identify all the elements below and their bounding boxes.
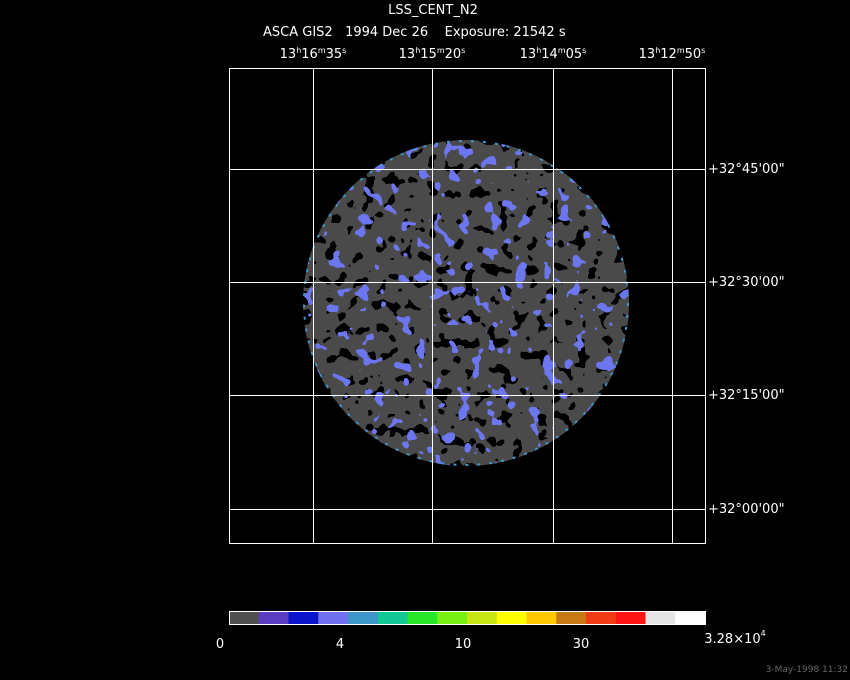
mantissa: 3.28×10 — [704, 632, 760, 647]
dec-label: +32°30'00" — [708, 275, 785, 290]
colorbar-swatch — [556, 611, 587, 625]
colorbar-swatch — [526, 611, 557, 625]
unit: h — [415, 46, 420, 55]
digits: 50 — [685, 47, 702, 62]
colorbar-swatch — [258, 611, 289, 625]
image — [303, 140, 629, 466]
colorbar-swatch — [615, 611, 646, 625]
title: LSS_CENT_N2 — [388, 3, 478, 18]
digits: 35 — [326, 47, 343, 62]
colorbar-swatch — [229, 611, 260, 625]
dec-label: +32°45'00" — [708, 162, 785, 177]
colorbar-label: 4 — [336, 637, 344, 652]
colorbar-label: 30 — [573, 637, 590, 652]
exponent: 4 — [761, 629, 766, 638]
unit: s — [461, 46, 465, 55]
unit: m — [318, 46, 326, 55]
colorbar-swatch — [288, 611, 319, 625]
unit: m — [437, 46, 445, 55]
digits: 13 — [520, 47, 537, 62]
colorbar-swatch — [586, 611, 617, 625]
unit: s — [582, 46, 586, 55]
frame — [229, 68, 706, 544]
subtitle: ASCA GIS2 1994 Dec 26 Exposure: 21542 s — [263, 25, 566, 40]
digits: 20 — [445, 47, 462, 62]
colorbar-swatch — [348, 611, 379, 625]
unit: s — [342, 46, 346, 55]
ra-label: 13h12m50s — [639, 46, 706, 62]
coordinate-grid — [229, 68, 706, 544]
ra-label: 13h16m35s — [280, 46, 347, 62]
colorbar-swatch — [437, 611, 468, 625]
dec-label: +32°00'00" — [708, 502, 785, 517]
colorbar-label: 10 — [455, 637, 472, 652]
digits: 12 — [660, 47, 677, 62]
colorbar-swatch — [496, 611, 527, 625]
digits: 16 — [301, 47, 318, 62]
ra-labels: 13h16m35s 13h15m20s 13h14m05s 13h12m50s — [280, 46, 706, 62]
colorbar-swatch — [467, 611, 498, 625]
colorbar-frame — [229, 611, 706, 625]
counts — [303, 140, 629, 466]
unit: h — [655, 46, 660, 55]
rim — [303, 140, 629, 466]
digits: 14 — [541, 47, 558, 62]
dec-label: +32°15'00" — [708, 388, 785, 403]
colorbar-label: 0 — [216, 637, 224, 652]
unit: m — [677, 46, 685, 55]
digits: 13 — [639, 47, 656, 62]
colorbar: 0 4 10 30 — [216, 611, 706, 652]
colorbar-swatch — [318, 611, 349, 625]
unit: s — [701, 46, 705, 55]
colorbar-swatch — [675, 611, 706, 625]
timestamp: 3-May-1998 11:32 — [766, 665, 848, 675]
colorbar-swatch — [645, 611, 676, 625]
unit: h — [296, 46, 301, 55]
colorbar-swatch — [377, 611, 408, 625]
digits: 15 — [420, 47, 437, 62]
colorbar-max-label: 3.28×104 — [704, 629, 765, 647]
unit: h — [536, 46, 541, 55]
colorbar-swatch — [407, 611, 438, 625]
ra-label: 13h15m20s — [399, 46, 466, 62]
dec-labels: +32°45'00" +32°30'00" +32°15'00" +32°00'00" — [708, 162, 785, 517]
digits: 13 — [399, 47, 416, 62]
unit: m — [558, 46, 566, 55]
digits: 13 — [280, 47, 297, 62]
digits: 05 — [566, 47, 583, 62]
ra-label: 13h14m05s — [520, 46, 587, 62]
